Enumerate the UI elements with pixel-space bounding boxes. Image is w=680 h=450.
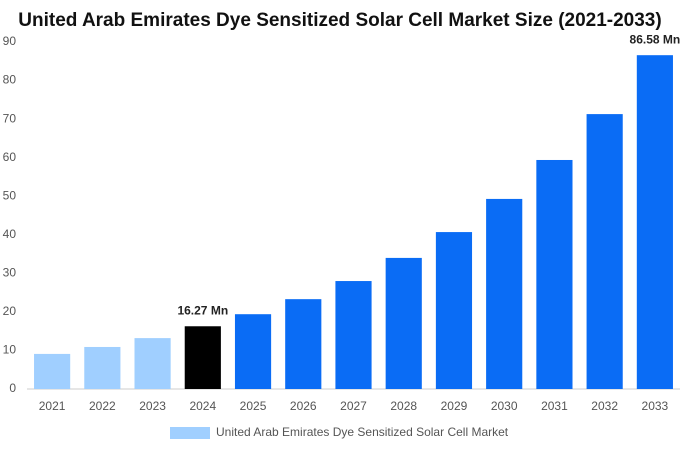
bar [234,314,272,389]
x-tick-label: 2032 [591,399,618,413]
x-tick-label: 2021 [39,399,66,413]
x-tick-label: 2030 [491,399,518,413]
bar [536,159,573,389]
bar [435,232,473,389]
y-tick-label: 60 [3,150,17,164]
y-tick-label: 80 [3,73,17,87]
y-tick-label: 30 [3,266,17,280]
bar [385,257,422,389]
bar [285,299,322,389]
x-tick-label: 2031 [541,399,568,413]
bar [486,198,523,389]
bar [184,326,221,389]
legend-swatch [170,427,210,439]
chart-title: United Arab Emirates Dye Sensitized Sola… [18,10,661,31]
bar [636,55,673,389]
y-tick-label: 50 [3,188,17,202]
y-tick-label: 40 [3,227,17,241]
bar [134,338,171,389]
y-tick-label: 20 [3,304,17,318]
bar [34,353,71,389]
x-tick-label: 2033 [642,399,669,413]
y-tick-label: 0 [9,381,16,395]
y-tick-label: 90 [3,34,17,48]
x-tick-label: 2022 [89,399,116,413]
bar [335,281,372,389]
x-tick-label: 2028 [390,399,417,413]
x-tick-label: 2023 [139,399,166,413]
x-tick-label: 2027 [340,399,367,413]
x-tick-label: 2029 [441,399,468,413]
bar [84,346,121,389]
x-tick-label: 2026 [290,399,317,413]
y-tick-label: 10 [3,343,17,357]
y-tick-label: 70 [3,111,17,125]
bar [586,114,623,390]
value-label: 16.27 Mn [177,303,228,317]
legend-label: United Arab Emirates Dye Sensitized Sola… [216,425,509,439]
x-tick-label: 2024 [189,399,216,413]
x-tick-label: 2025 [240,399,267,413]
value-label: 86.58 Mn [630,32,680,46]
